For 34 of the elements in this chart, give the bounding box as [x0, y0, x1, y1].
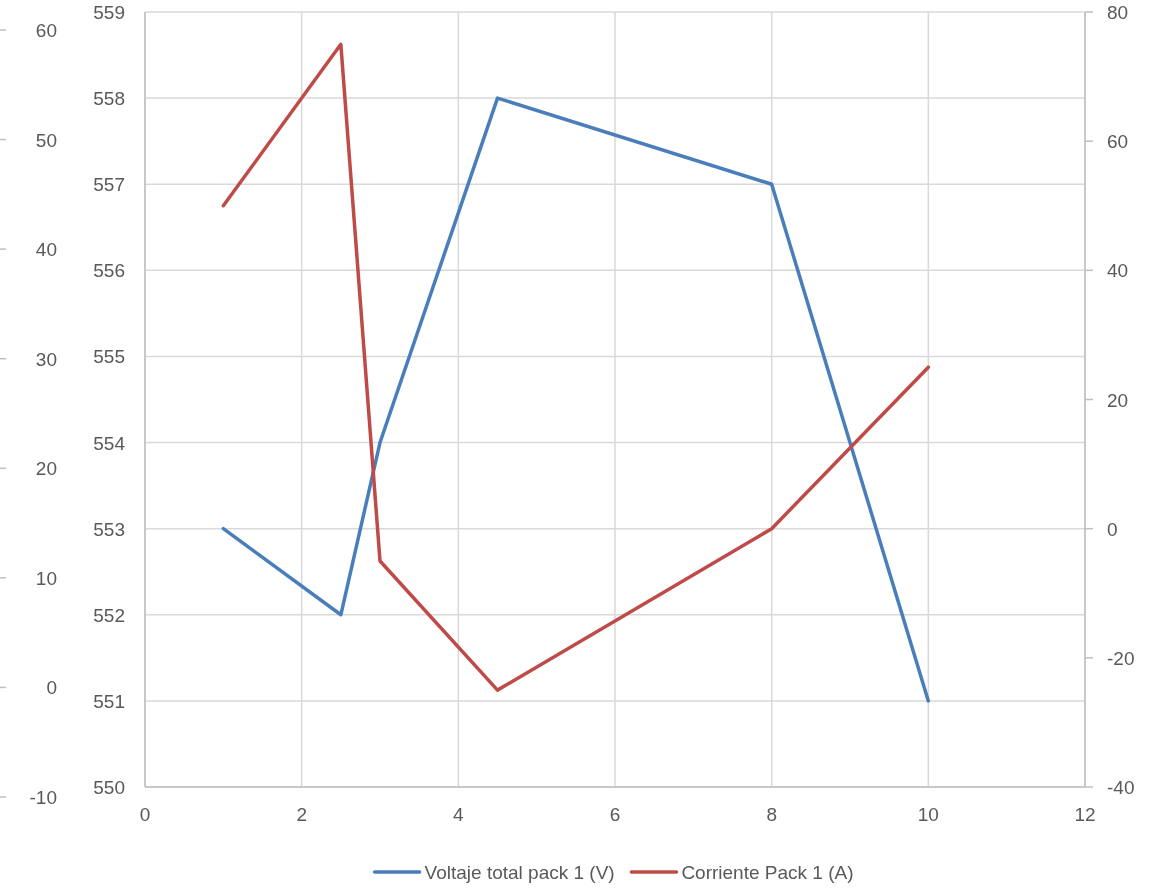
y3-tick-label: -10 [29, 787, 57, 808]
y2-tick-label: 80 [1107, 2, 1129, 23]
y2-tick-label: 0 [1107, 518, 1118, 540]
y2-tick-label: -40 [1107, 777, 1135, 798]
legend-label: Voltaje total pack 1 (V) [424, 862, 615, 883]
x-tick-label: 8 [766, 804, 777, 825]
y2-tick-label: 20 [1107, 389, 1129, 411]
legend-label: Corriente Pack 1 (A) [681, 862, 854, 883]
y3-tick-label: 50 [35, 129, 57, 151]
x-tick-label: 6 [609, 804, 621, 825]
y-tick-label: 552 [93, 604, 125, 626]
y-tick-label: 559 [93, 2, 125, 23]
y-tick-label: 554 [93, 432, 126, 454]
y2-tick-label: -20 [1107, 647, 1135, 669]
x-tick-label: 0 [139, 804, 151, 825]
y-tick-label: 550 [93, 777, 125, 798]
y-tick-label: 555 [93, 346, 125, 368]
y-tick-label: 551 [93, 690, 125, 712]
x-tick-label: 4 [453, 804, 465, 825]
y2-tick-label: 60 [1107, 131, 1129, 153]
y3-tick-label: 30 [35, 348, 57, 370]
y2-tick-label: 40 [1107, 260, 1129, 282]
y3-tick-label: 0 [46, 677, 57, 699]
y-tick-label: 556 [93, 260, 125, 282]
y3-tick-label: 60 [35, 20, 57, 41]
y3-tick-label: 10 [35, 567, 57, 589]
y-tick-label: 553 [93, 518, 125, 540]
x-tick-label: 2 [296, 804, 307, 825]
y3-tick-label: 20 [35, 458, 57, 480]
x-tick-label: 12 [1074, 804, 1096, 825]
y-tick-label: 557 [93, 174, 125, 196]
x-tick-label: 10 [917, 804, 939, 825]
y-tick-label: 558 [93, 88, 125, 110]
y3-tick-label: 40 [35, 239, 57, 261]
